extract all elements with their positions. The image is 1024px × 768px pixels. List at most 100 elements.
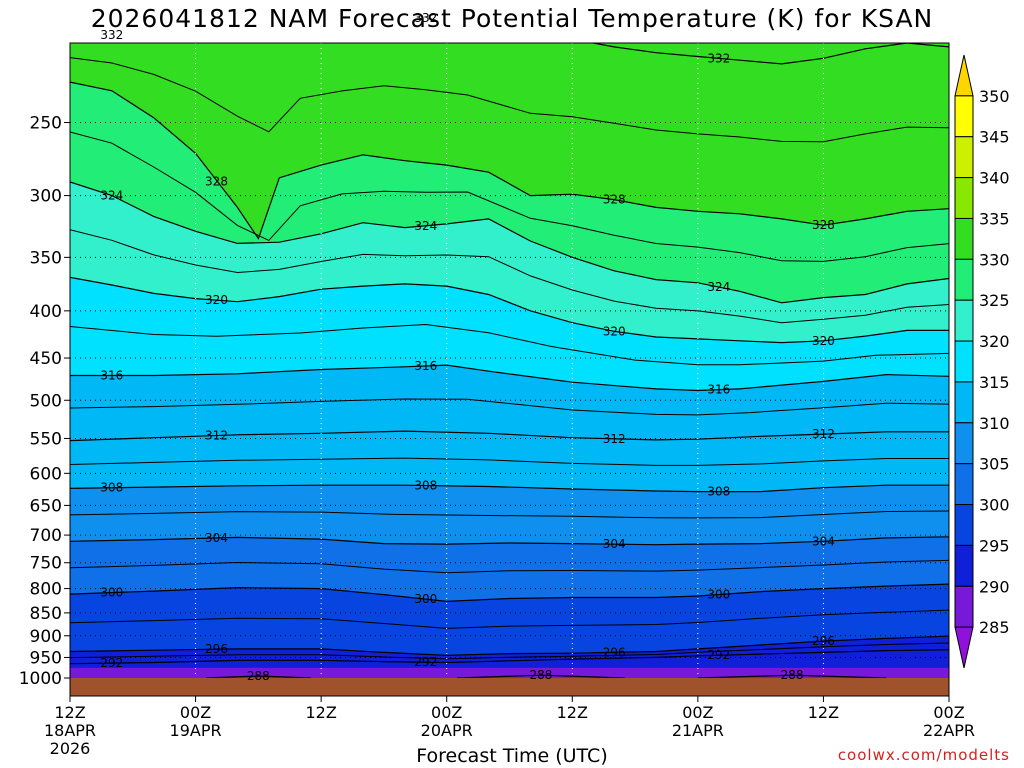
x-tick-date: 18APR xyxy=(44,721,96,740)
colorbar-label: 335 xyxy=(979,209,1010,228)
contour-line-320 xyxy=(70,276,949,344)
colorbar: 350 345 340 335 330 325 320 315 310 305 300 295 290 2… xyxy=(954,54,1010,669)
x-tick-label: 00Z xyxy=(180,703,211,722)
colorbar-swatch xyxy=(954,177,974,219)
y-tick-label: 1000 xyxy=(19,669,62,689)
colorbar-swatch xyxy=(954,217,974,260)
y-tick-label: 750 xyxy=(30,554,62,574)
contour-label: 308 xyxy=(414,478,437,492)
contour-label: 332 xyxy=(414,11,437,25)
contour-label: 304 xyxy=(603,537,626,551)
contour-label: 324 xyxy=(100,189,123,203)
colorbar-swatch xyxy=(954,381,974,424)
contour-line-minor xyxy=(70,642,949,660)
credit-link[interactable]: coolwx.com/modelts xyxy=(837,746,1010,764)
y-tick-label: 650 xyxy=(30,496,62,516)
x-tick-label: 00Z xyxy=(431,703,462,722)
contour-label: 288 xyxy=(781,668,804,682)
contour-label: 316 xyxy=(707,383,730,397)
x-tick-label: 00Z xyxy=(933,703,964,722)
x-tick-date: 22APR xyxy=(923,721,975,740)
colorbar-label: 315 xyxy=(979,373,1010,392)
temperature-fill-bands xyxy=(70,43,949,678)
contour-label: 308 xyxy=(707,485,730,499)
contour-label: 328 xyxy=(603,193,626,207)
contour-label: 320 xyxy=(603,324,626,338)
contour-label: 332 xyxy=(707,51,730,65)
contour-line-minor xyxy=(70,57,949,143)
x-tick-date: 20APR xyxy=(421,721,473,740)
x-tick-year: 2026 xyxy=(50,739,91,758)
contour-label: 304 xyxy=(205,531,228,545)
colorbar-swatch xyxy=(954,136,974,179)
y-tick-label: 350 xyxy=(30,248,62,268)
contour-label: 320 xyxy=(812,334,835,348)
y-tick-label: 500 xyxy=(30,391,62,411)
contour-label: 300 xyxy=(414,592,437,606)
contour-line-296 xyxy=(70,635,949,656)
contour-label: 292 xyxy=(100,656,123,670)
colorbar-label: 305 xyxy=(979,455,1010,474)
y-tick-label: 600 xyxy=(30,464,62,484)
contour-line-minor xyxy=(70,559,949,574)
colorbar-swatch xyxy=(954,299,974,342)
contour-label: 288 xyxy=(247,669,270,683)
colorbar-arrow-top xyxy=(954,54,974,97)
y-tick-label: 900 xyxy=(30,627,62,647)
contour-label: 316 xyxy=(414,359,437,373)
colorbar-label: 345 xyxy=(979,128,1010,147)
contour-label: 328 xyxy=(812,218,835,232)
y-tick-label: 300 xyxy=(30,187,62,207)
y-tick-label: 250 xyxy=(30,114,62,134)
colorbar-label: 330 xyxy=(979,250,1010,269)
contour-label: 312 xyxy=(205,429,228,443)
colorbar-swatch xyxy=(954,544,974,587)
contour-label: 308 xyxy=(100,481,123,495)
colorbar-arrow-bottom xyxy=(954,626,974,669)
contour-label: 316 xyxy=(100,368,123,382)
contour-label: 288 xyxy=(529,668,552,682)
contour-line-minor xyxy=(70,609,949,629)
contour-line-minor xyxy=(70,229,949,324)
colorbar-swatch xyxy=(954,340,974,383)
y-tick-label: 850 xyxy=(30,604,62,624)
contour-label: 296 xyxy=(603,645,626,659)
contour-label: 300 xyxy=(707,588,730,602)
colorbar-label: 325 xyxy=(979,291,1010,310)
x-axis-label: Forecast Time (UTC) xyxy=(416,745,608,767)
contour-label: 332 xyxy=(100,28,123,42)
colorbar-label: 285 xyxy=(979,618,1010,637)
contour-label: 328 xyxy=(205,174,228,188)
y-tick-label: 450 xyxy=(30,349,62,369)
contour-line-minor xyxy=(70,398,949,416)
contour-line-304 xyxy=(70,536,949,546)
colorbar-label: 350 xyxy=(979,87,1010,106)
colorbar-label: 340 xyxy=(979,169,1010,188)
y-tick-label: 950 xyxy=(30,648,62,668)
contour-label: 296 xyxy=(812,634,835,648)
contour-line-332 xyxy=(589,43,949,65)
y-tick-label: 550 xyxy=(30,429,62,449)
contour-line-minor xyxy=(70,323,949,366)
colorbar-swatch xyxy=(954,463,974,506)
contour-label: 292 xyxy=(707,648,730,662)
colorbar-label: 295 xyxy=(979,536,1010,555)
x-tick-label: 12Z xyxy=(54,703,85,722)
contour-label: 324 xyxy=(414,219,437,233)
contour-line-316 xyxy=(70,364,949,392)
colorbar-swatch xyxy=(954,258,974,301)
contour-line-300 xyxy=(70,583,949,603)
y-axis: 250 300 350 400 450 500 550 600 650 700 750 800 850 9… xyxy=(19,114,70,689)
colorbar-label: 310 xyxy=(979,414,1010,433)
contour-line-292 xyxy=(70,649,949,665)
contour-line-324 xyxy=(70,181,949,304)
contour-labels: 332 332 332 328 328 328 324 324 324 320 320 320 316 3… xyxy=(100,11,834,683)
contour-line-288 xyxy=(205,675,311,678)
colorbar-label: 300 xyxy=(979,496,1010,515)
y-tick-label: 400 xyxy=(30,302,62,322)
x-tick-label: 12Z xyxy=(808,703,839,722)
contour-line-minor xyxy=(70,510,949,519)
contour-label: 296 xyxy=(205,642,228,656)
colorbar-swatch xyxy=(954,504,974,546)
